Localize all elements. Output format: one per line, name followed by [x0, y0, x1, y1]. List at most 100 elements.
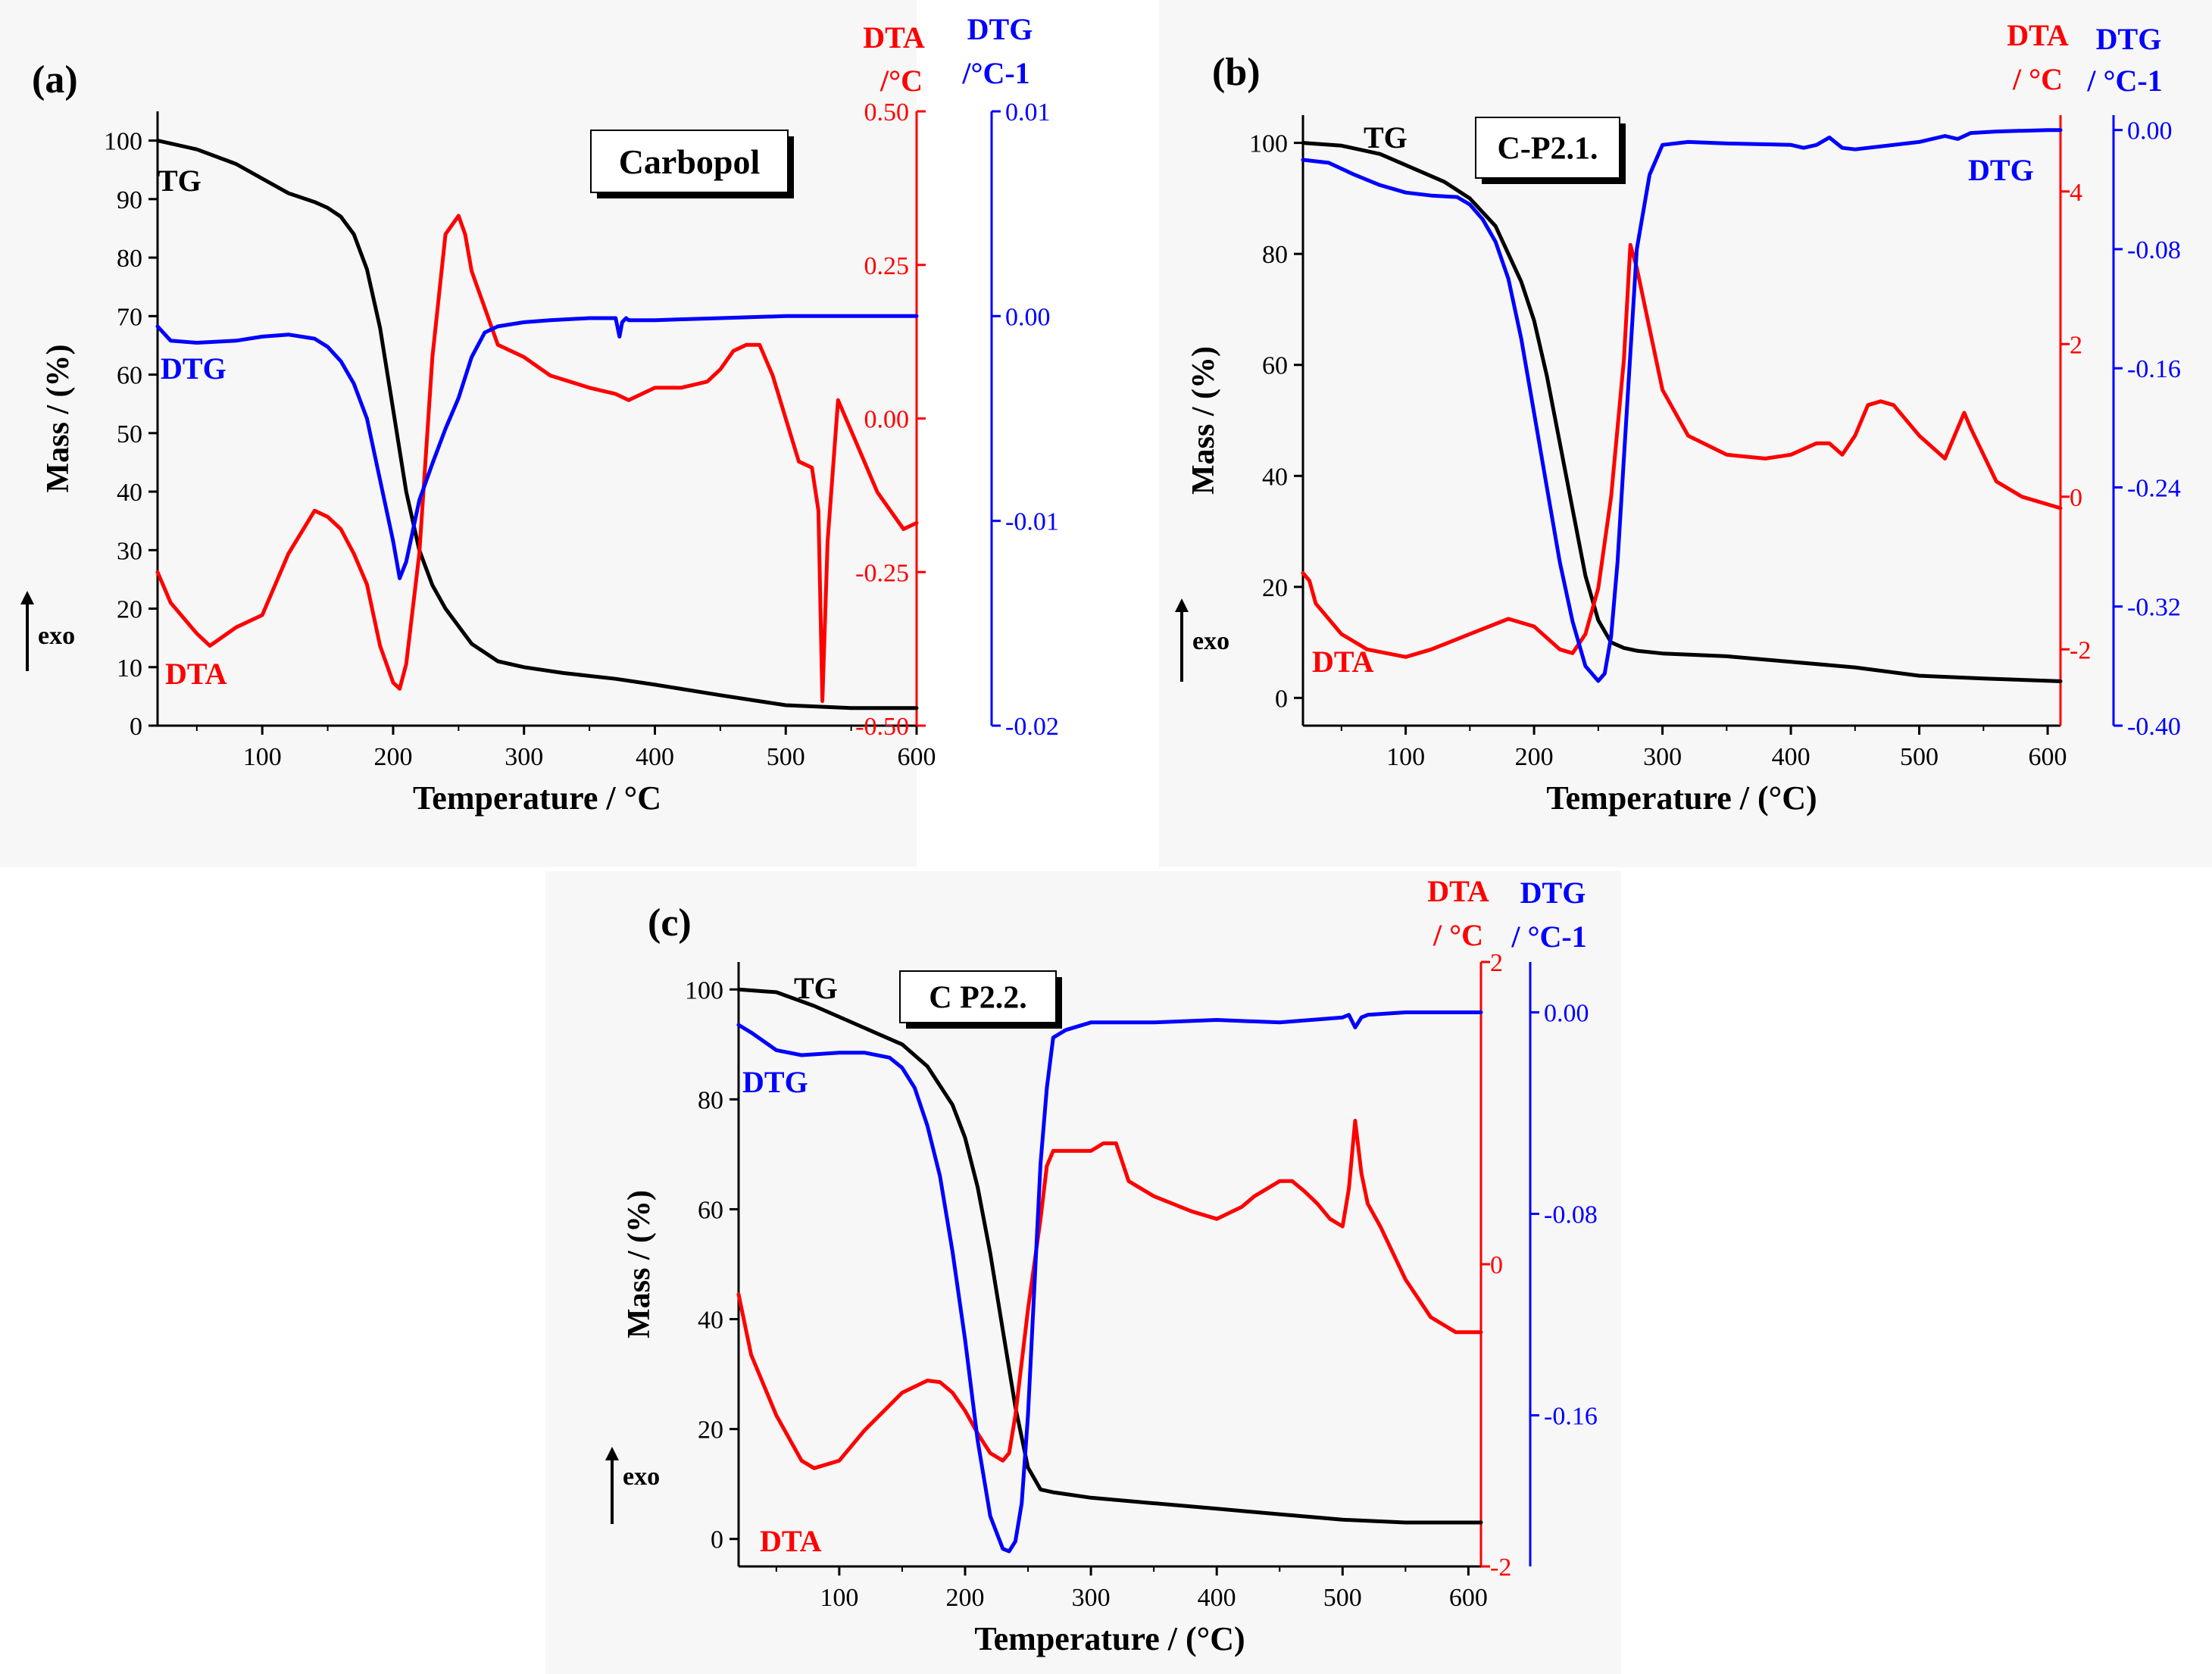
dta-tick-label: 0.25: [864, 252, 910, 280]
y-tick-label: 80: [698, 1086, 723, 1114]
dtg-curve: [155, 314, 919, 580]
tg-curve-label: TG: [1364, 120, 1407, 155]
x-tick-label: 600: [898, 743, 936, 771]
x-tick-label: 200: [1515, 743, 1554, 771]
panel-label: (c): [648, 901, 692, 945]
y-tick-label: 90: [117, 186, 142, 214]
y-tick-label: 0: [130, 713, 142, 741]
dta-curve: [1301, 242, 2063, 659]
dtg-tick-label: -0.02: [1005, 713, 1059, 741]
title-box: [899, 970, 1057, 1023]
y-axis-title: Mass / (%): [1186, 346, 1221, 495]
y-tick-label: 30: [117, 537, 142, 565]
x-tick-label: 500: [1323, 1584, 1362, 1612]
dta-tick-label: 0: [2070, 484, 2082, 512]
dtg-axis-title: DTG: [2096, 22, 2162, 56]
exo-label: exo: [623, 1463, 660, 1491]
dta-tick-label: 0.00: [864, 406, 910, 434]
dtg-tick-label: -0.24: [2127, 474, 2181, 502]
x-axis-title: Temperature / (°C): [974, 1620, 1245, 1657]
dtg-tick-label: -0.32: [2127, 594, 2181, 622]
x-tick-label: 200: [945, 1584, 984, 1612]
dta-tick-label: 0: [1490, 1251, 1503, 1279]
y-tick-label: 60: [698, 1196, 723, 1224]
dtg-tick-label: 0.01: [1005, 98, 1051, 126]
dta-axis-unit: /°C: [879, 64, 923, 98]
dtg-tick-label: -0.01: [1005, 508, 1059, 536]
tg-curve: [736, 987, 1483, 1525]
y-tick-label: 40: [117, 479, 142, 507]
dta-tick-label: 0.50: [864, 98, 910, 126]
y-tick-label: 40: [698, 1307, 723, 1335]
y-tick-label: 20: [1262, 574, 1288, 602]
panel-c-chart: 100 200 300 400 500 600 0 20 40 60 80 100 -2 0 2 -0.16 -…: [605, 874, 1598, 1657]
dtg-tick-label: -0.08: [1544, 1201, 1598, 1229]
x-tick-label: 300: [1072, 1584, 1111, 1612]
tg-curve-label: TG: [158, 164, 202, 198]
x-tick-label: 100: [1386, 743, 1425, 771]
x-tick-label: 400: [1198, 1584, 1236, 1612]
dta-tick-label: -2: [2070, 636, 2091, 664]
y-tick-label: 40: [1262, 463, 1288, 491]
sample-title: Carbopol: [619, 142, 761, 181]
dta-curve-label: DTA: [760, 1524, 822, 1558]
x-tick-label: 600: [2029, 743, 2067, 771]
dta-curve-label: DTA: [165, 657, 227, 691]
x-tick-label: 500: [1900, 743, 1939, 771]
dta-axis-title: DTA: [863, 20, 925, 55]
dta-tick-label: -2: [1490, 1554, 1511, 1582]
dtg-axis-title: DTG: [967, 12, 1033, 46]
exo-arrow-icon: [605, 1447, 619, 1460]
dta-curve-label: DTA: [1312, 645, 1374, 679]
tg-curve: [1301, 141, 2063, 683]
x-tick-label: 300: [1643, 743, 1682, 771]
panel-label: (b): [1212, 51, 1261, 94]
panel-a-chart: 100 200 300 400 500 600 0 10 20 30 40 50 60 70 80 90 100…: [20, 12, 1059, 817]
y-tick-label: 60: [117, 362, 142, 390]
exo-arrow-icon: [1175, 598, 1189, 612]
dtg-curve-label: DTG: [161, 351, 227, 386]
dtg-tick-label: -0.08: [2127, 236, 2181, 264]
x-axis-title: Temperature / (°C): [1546, 779, 1817, 817]
x-tick-label: 400: [636, 743, 674, 771]
x-tick-label: 600: [1449, 1584, 1488, 1612]
x-tick-label: 400: [1772, 743, 1811, 771]
dtg-curve: [736, 1010, 1483, 1554]
y-tick-label: 20: [117, 596, 142, 624]
y-tick-label: 100: [1249, 130, 1288, 158]
dta-axis-title: DTA: [2007, 18, 2069, 52]
dtg-curve: [1301, 128, 2063, 683]
x-tick-label: 500: [767, 743, 805, 771]
y-tick-label: 80: [117, 245, 142, 273]
panel-b-chart: 100 200 300 400 500 600 0 20 40 60 80 100 -2 0 2 4 -0.40…: [1175, 18, 2181, 817]
dtg-tick-label: -0.16: [2127, 355, 2181, 383]
title-box: [590, 130, 789, 193]
exo-label: exo: [38, 622, 75, 650]
dtg-curve-label: DTG: [742, 1065, 808, 1099]
dtg-tick-label: 0.00: [1005, 303, 1051, 331]
dtg-axis-unit: / °C-1: [1511, 920, 1586, 954]
y-tick-label: 80: [1262, 241, 1288, 269]
y-tick-label: 70: [117, 303, 142, 331]
sample-title: C P2.2.: [929, 981, 1027, 1016]
dtg-tick-label: -0.16: [1544, 1403, 1598, 1431]
y-tick-label: 0: [1275, 685, 1288, 713]
y-tick-label: 10: [117, 654, 142, 682]
exo-arrow-icon: [20, 591, 34, 604]
dta-tick-label: -0.50: [855, 713, 909, 741]
title-box: [1475, 117, 1620, 179]
x-tick-label: 200: [373, 743, 412, 771]
dta-tick-label: 2: [1490, 949, 1503, 977]
dtg-tick-label: 0.00: [2127, 117, 2173, 145]
y-tick-label: 0: [711, 1526, 723, 1554]
dtg-axis-unit: / °C-1: [2086, 64, 2162, 98]
dta-curve: [155, 214, 919, 704]
dtg-curve-label: DTG: [1968, 153, 2034, 187]
y-tick-label: 50: [117, 420, 142, 448]
y-tick-label: 100: [685, 976, 723, 1004]
dta-tick-label: -0.25: [855, 559, 909, 587]
dtg-axis-title: DTG: [1520, 876, 1586, 910]
y-tick-label: 60: [1262, 352, 1288, 380]
y-tick-label: 100: [104, 128, 142, 156]
